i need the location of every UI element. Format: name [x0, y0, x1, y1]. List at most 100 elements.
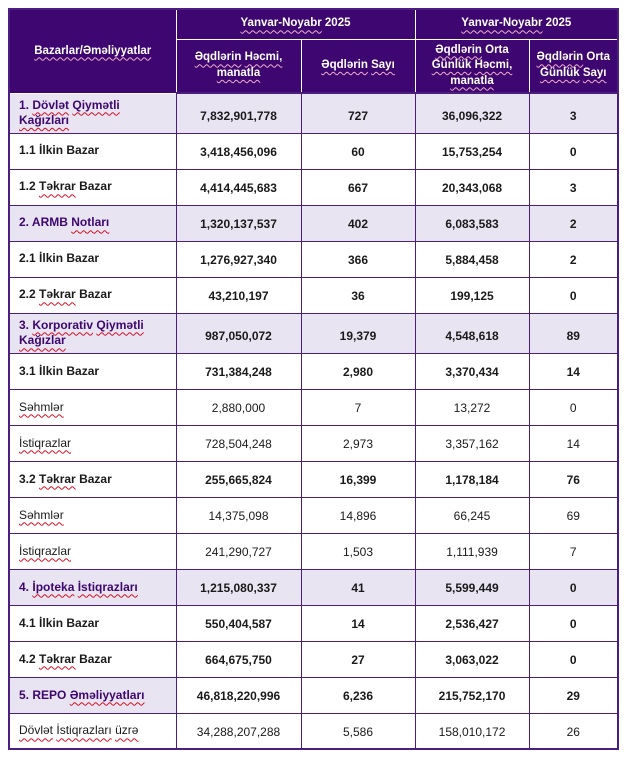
- header-col-avg-daily-count: Əqdlərin Orta Günlük Sayı: [528, 38, 619, 95]
- label-word: Əqdlərin: [321, 59, 368, 72]
- label-word: Əqdlərin: [435, 43, 482, 56]
- label-word: Bazar: [79, 651, 112, 666]
- label-word: Günlük: [540, 66, 580, 79]
- label-word: Təkrar: [39, 287, 76, 302]
- row-label: 3.1 İlkin Bazar: [8, 352, 177, 390]
- label-word: Səhmlər: [19, 507, 64, 522]
- row-label: 4.2 Təkrar Bazar: [8, 640, 177, 678]
- value-cell: 727: [300, 92, 416, 134]
- value-cell: 66,245: [414, 496, 530, 534]
- label-word: Yanvar-Noyabr: [240, 17, 322, 30]
- value-cell: 3,418,456,096: [175, 132, 302, 170]
- label-word: Bazar: [79, 471, 112, 486]
- value-cell: 0: [528, 276, 619, 314]
- value-cell: 667: [300, 168, 416, 206]
- value-cell: 46,818,220,996: [175, 676, 302, 714]
- label-word: 3.2: [19, 471, 36, 486]
- table-row: 1.1 İlkin Bazar 3,418,456,096 60 15,753,254…: [8, 132, 619, 170]
- label-word: 1.2: [19, 179, 36, 194]
- label-word: İstiqrazlar: [19, 435, 72, 450]
- value-cell: 1,215,080,337: [175, 568, 302, 606]
- value-cell: 36,096,322: [414, 92, 530, 134]
- label-word: 2.1: [19, 251, 36, 266]
- label-word: manatla: [216, 66, 261, 79]
- label-word: İlkin: [39, 143, 64, 158]
- value-cell: 36: [300, 276, 416, 314]
- label-word: 3.1: [19, 363, 36, 378]
- row-label: İstiqrazlar: [8, 532, 177, 570]
- header-col-volume: Əqdlərin Həcmi, manatla: [175, 38, 302, 95]
- value-cell: 0: [528, 568, 619, 606]
- label-word: Əqdlərin: [536, 51, 584, 64]
- value-cell: 1,320,137,537: [175, 204, 302, 242]
- table-row: 3.1 İlkin Bazar 731,384,248 2,980 3,370,434…: [8, 352, 619, 390]
- table-row: 3. Korporativ Qiymətli Kağızlar 987,050,0…: [8, 312, 619, 354]
- value-cell: 550,404,587: [175, 604, 302, 642]
- value-cell: 5,884,458: [414, 240, 530, 278]
- value-cell: 3,370,434: [414, 352, 530, 390]
- value-cell: 199,125: [414, 276, 530, 314]
- row-label: 1.2 Təkrar Bazar: [8, 168, 177, 206]
- header-col-count: Əqdlərin Sayı: [300, 38, 416, 95]
- table-row: 2.1 İlkin Bazar 1,276,927,340 366 5,884,458…: [8, 240, 619, 278]
- label-word: 3.: [19, 317, 30, 332]
- label-word: Bazar: [66, 363, 100, 378]
- value-cell: 731,384,248: [175, 352, 302, 390]
- value-cell: 2: [528, 240, 619, 278]
- value-cell: 34,288,207,288: [175, 712, 302, 750]
- table-row: Səhmlər 14,375,098 14,896 66,245 69: [8, 496, 619, 534]
- label-word: 4.1: [19, 615, 36, 630]
- value-cell: 0: [528, 604, 619, 642]
- label-word: 4.: [19, 579, 30, 594]
- table-row: Səhmlər 2,880,000 7 13,272 0: [8, 388, 619, 426]
- label-word: Sayı: [582, 66, 607, 79]
- label-word: İpoteka: [32, 579, 75, 594]
- table-row: İstiqrazlar 241,290,727 1,503 1,111,939 7: [8, 532, 619, 570]
- row-label: 4. İpoteka İstiqrazları: [8, 568, 177, 606]
- value-cell: 5,586: [300, 712, 416, 750]
- value-cell: 7: [300, 388, 416, 426]
- label-word: ARMB: [31, 215, 68, 230]
- table-row: 1. Dövlət Qiymətli Kağızları 7,832,901,77…: [8, 92, 619, 134]
- label-word: Bazar: [66, 251, 100, 266]
- label-word: Korporativ: [32, 317, 94, 332]
- value-cell: 987,050,072: [175, 312, 302, 354]
- value-cell: 2,973: [300, 424, 416, 462]
- label-word: Kağızları: [19, 113, 70, 128]
- label-word: Yanvar-Noyabr: [461, 17, 543, 30]
- label-word: REPO: [32, 687, 67, 702]
- value-cell: 14,375,098: [175, 496, 302, 534]
- label-word: Bazar: [79, 179, 112, 194]
- label-word: Təkrar: [39, 179, 76, 194]
- value-cell: 7,832,901,778: [175, 92, 302, 134]
- label-word: üzrə: [115, 723, 139, 738]
- value-cell: 366: [300, 240, 416, 278]
- row-label: 1.1 İlkin Bazar: [8, 132, 177, 170]
- value-cell: 60: [300, 132, 416, 170]
- label-word: Əməliyyatları: [69, 687, 145, 702]
- table-row: 4. İpoteka İstiqrazları 1,215,080,337 41 5,…: [8, 568, 619, 606]
- row-label: 1. Dövlət Qiymətli Kağızları: [8, 92, 177, 134]
- row-label: 2.2 Təkrar Bazar: [8, 276, 177, 314]
- header-columns-row: Əqdlərin Həcmi, manatla Əqdlərin Sayı Əq…: [9, 38, 619, 95]
- row-label: 3. Korporativ Qiymətli Kağızlar: [8, 312, 177, 354]
- header-period-row: Bazarlar/Əməliyyatlar Yanvar-Noyabr 2025…: [8, 8, 619, 94]
- table-header: Bazarlar/Əməliyyatlar Yanvar-Noyabr 2025…: [8, 8, 619, 95]
- value-cell: 16,399: [300, 460, 416, 498]
- value-cell: 76: [528, 460, 619, 498]
- header-col-avg-daily-volume: Əqdlərin Orta Günlük Həcmi, manatla: [414, 38, 530, 95]
- label-word: 2025: [324, 17, 351, 30]
- label-word: 1.1: [19, 143, 36, 158]
- value-cell: 3: [528, 168, 619, 206]
- value-cell: 2,536,427: [414, 604, 530, 642]
- table-row: 4.2 Təkrar Bazar 664,675,750 27 3,063,022 0: [8, 640, 619, 678]
- statistics-table: Bazarlar/Əməliyyatlar Yanvar-Noyabr 2025…: [8, 8, 620, 751]
- value-cell: 26: [528, 712, 619, 750]
- label-word: Günlük: [431, 59, 472, 72]
- table-row: 2.2 Təkrar Bazar 43,210,197 36 199,125 0: [8, 276, 619, 314]
- label-word: Dövlət: [19, 723, 54, 738]
- value-cell: 15,753,254: [414, 132, 530, 170]
- label-word: Notları: [71, 215, 110, 230]
- document-page: Bazarlar/Əməliyyatlar Yanvar-Noyabr 2025…: [8, 8, 620, 751]
- value-cell: 6,083,583: [414, 204, 530, 242]
